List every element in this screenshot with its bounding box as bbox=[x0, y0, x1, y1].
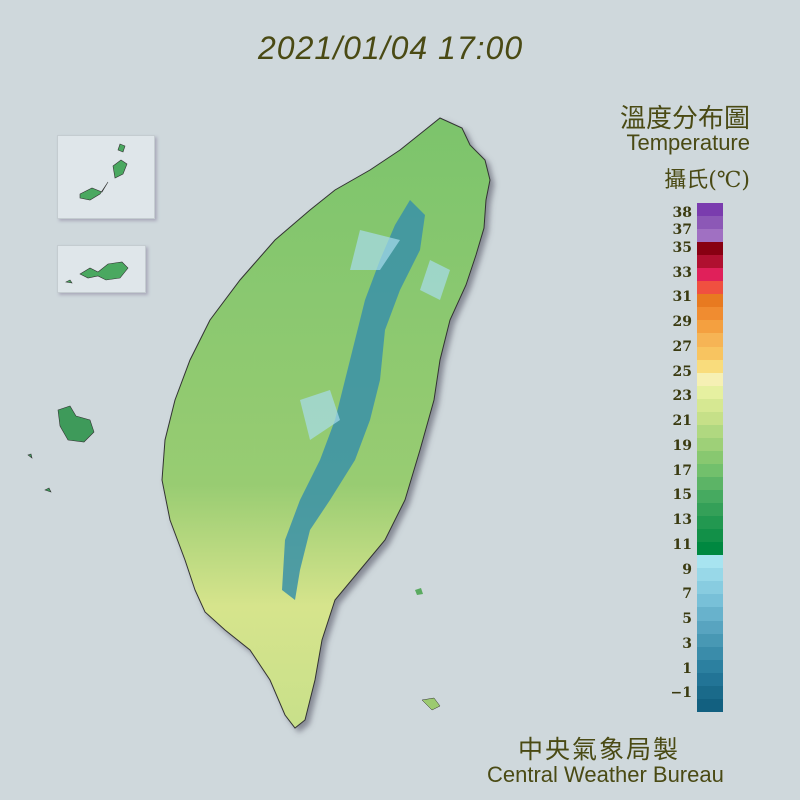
colorbar-tick-label: 13 bbox=[672, 512, 692, 529]
colorbar-segment bbox=[697, 672, 723, 686]
penghu-islands bbox=[27, 405, 95, 493]
colorbar-tick-label: 11 bbox=[672, 536, 692, 553]
colorbar-tick-label: 37 bbox=[672, 222, 692, 238]
colorbar-segment bbox=[697, 503, 723, 517]
colorbar-segment bbox=[697, 307, 723, 321]
credit-zh: 中央氣象局製 bbox=[518, 735, 681, 764]
colorbar-segment bbox=[697, 281, 723, 295]
matsu-inset bbox=[57, 135, 155, 219]
timestamp: 2021/01/04 17:00 bbox=[258, 30, 524, 66]
colorbar-segment bbox=[697, 581, 723, 595]
colorbar-segment bbox=[697, 320, 723, 334]
colorbar-segment bbox=[697, 476, 723, 491]
colorbar-tick-label: 29 bbox=[672, 314, 692, 331]
credit-en: Central Weather Bureau bbox=[487, 762, 724, 787]
green-island bbox=[415, 588, 423, 595]
colorbar-segment bbox=[697, 685, 723, 699]
colorbar-tick-label: 1 bbox=[682, 660, 692, 677]
colorbar-tick-label: 31 bbox=[672, 289, 692, 306]
colorbar-tick-label: 3 bbox=[682, 635, 692, 652]
colorbar-segment bbox=[697, 268, 723, 282]
taiwan-island bbox=[161, 117, 491, 729]
colorbar-segment bbox=[697, 568, 723, 582]
colorbar-tick-label: 5 bbox=[682, 611, 692, 628]
colorbar-segment bbox=[697, 346, 723, 360]
colorbar-segment bbox=[697, 698, 723, 712]
colorbar-tick-label: 19 bbox=[672, 437, 692, 454]
colorbar-segment bbox=[697, 359, 723, 373]
colorbar-tick-label: 9 bbox=[682, 561, 692, 578]
colorbar-segment bbox=[697, 385, 723, 399]
colorbar-tick-label: 33 bbox=[672, 264, 692, 281]
central-mountain-range bbox=[282, 200, 425, 600]
colorbar-tick-label: 27 bbox=[672, 338, 692, 355]
colorbar-segment bbox=[697, 516, 723, 530]
colorbar-segment bbox=[697, 203, 723, 217]
colorbar-segment bbox=[697, 450, 723, 464]
temperature-colorbar bbox=[697, 203, 723, 712]
colorbar-segment bbox=[697, 255, 723, 269]
colorbar-tick-label: 17 bbox=[672, 462, 692, 479]
legend-title-zh: 溫度分布圖 bbox=[619, 104, 750, 134]
colorbar-segment bbox=[697, 411, 723, 425]
colorbar-tick-label: 15 bbox=[672, 487, 692, 504]
colorbar-segment bbox=[697, 594, 723, 608]
orchid-island bbox=[421, 697, 441, 711]
colorbar-tick-label: 23 bbox=[672, 388, 692, 405]
colorbar-segment bbox=[697, 646, 723, 660]
colorbar-tick-label: 21 bbox=[672, 413, 692, 430]
colorbar-segment bbox=[697, 463, 723, 477]
colorbar-segment bbox=[697, 229, 723, 243]
colorbar-segment bbox=[697, 437, 723, 451]
colorbar-segment bbox=[697, 398, 723, 412]
colorbar-tick-label: 38 bbox=[672, 205, 692, 221]
kinmen-inset bbox=[57, 245, 146, 293]
colorbar-segment bbox=[697, 529, 723, 543]
colorbar-segment bbox=[697, 555, 723, 569]
colorbar-tick-label: −1 bbox=[670, 685, 692, 702]
colorbar-segment bbox=[697, 216, 723, 230]
colorbar-segment bbox=[697, 607, 723, 621]
colorbar-tick-label: 7 bbox=[682, 586, 692, 603]
colorbar-segment bbox=[697, 333, 723, 347]
colorbar-segment bbox=[697, 542, 723, 556]
colorbar-tick-label: 25 bbox=[672, 363, 692, 380]
legend-unit: 攝氏(℃) bbox=[664, 168, 750, 193]
colorbar-segment bbox=[697, 424, 723, 438]
colorbar-segment bbox=[697, 242, 723, 256]
colorbar-segment bbox=[697, 294, 723, 308]
legend-title-en: Temperature bbox=[626, 130, 750, 155]
colorbar-segment bbox=[697, 372, 723, 386]
colorbar-segment bbox=[697, 490, 723, 504]
colorbar-segment bbox=[697, 633, 723, 647]
colorbar-tick-label: 35 bbox=[672, 240, 692, 256]
colorbar-segment bbox=[697, 659, 723, 673]
colorbar-segment bbox=[697, 620, 723, 634]
